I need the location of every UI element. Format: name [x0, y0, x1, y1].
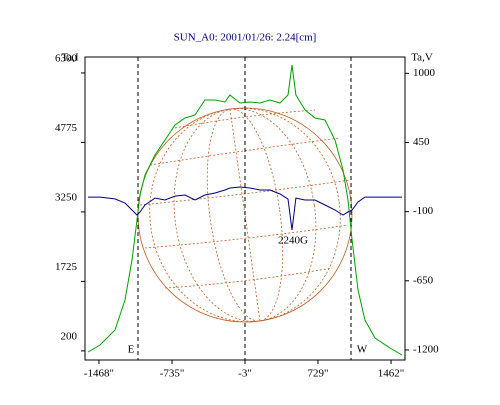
y-tick-label: 6300: [55, 52, 78, 64]
y2-tick-label: 1000: [413, 67, 436, 79]
y2-tick-label: -100: [413, 205, 434, 217]
y-tick-label: 3250: [55, 191, 78, 203]
chart-title: SUN_A0: 2001/01/26: 2.24[cm]: [174, 32, 317, 44]
y2-tick-label: -650: [413, 274, 434, 286]
series-line: [88, 186, 402, 231]
x-tick-label: 729": [307, 368, 328, 380]
x-tick-label: 1462": [378, 368, 405, 380]
annotation: E: [128, 344, 135, 356]
y-tick-label: 200: [61, 330, 78, 342]
series-line: [87, 64, 403, 356]
y2-axis-label: Ta,V: [411, 52, 433, 64]
x-tick-label: -1468": [84, 368, 114, 380]
y2-tick-label: 450: [413, 136, 430, 148]
limb-lines: [137, 57, 352, 360]
y-tick-label: 1725: [55, 261, 78, 273]
y-axis-label: Ta,I: [61, 52, 79, 64]
x-tick-label: -735": [160, 368, 185, 380]
annotation: W: [357, 344, 368, 356]
annotation: 2240G: [278, 235, 308, 247]
y2-tick-label: -1200: [413, 343, 439, 355]
x-tick-label: -3": [238, 368, 252, 380]
y-tick-label: 4775: [55, 122, 78, 134]
